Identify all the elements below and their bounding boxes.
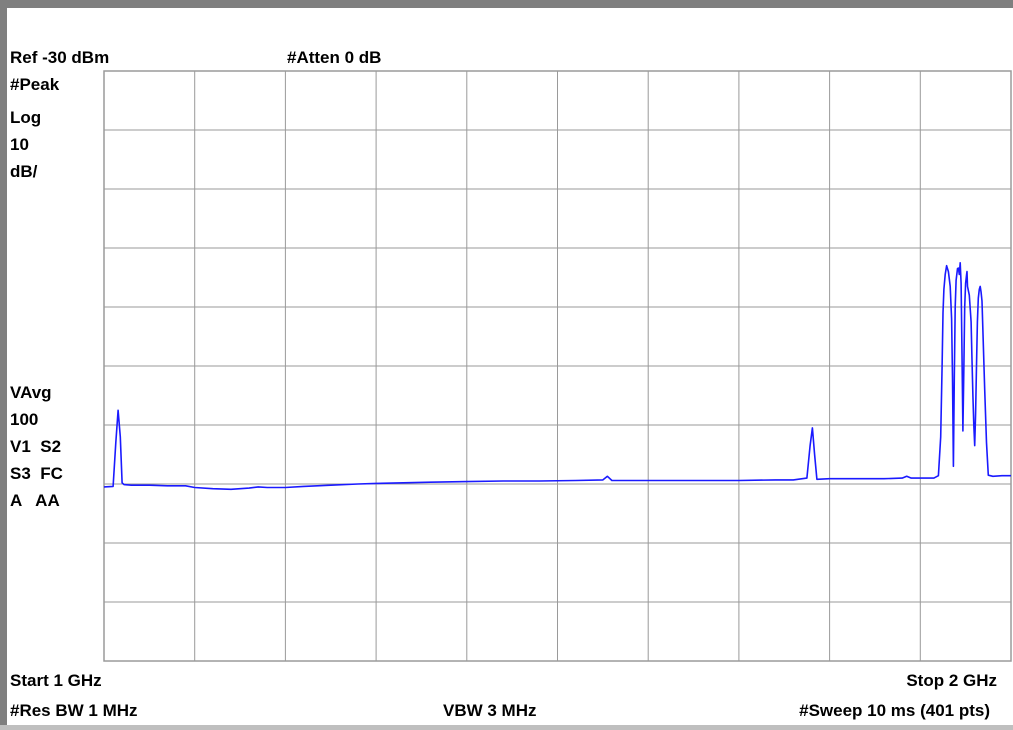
ref-level-label: Ref -30 dBm (10, 48, 110, 67)
scale-unit-label: dB/ (10, 162, 38, 181)
plot-border (103, 70, 1012, 662)
detector-label: #Peak (10, 75, 60, 94)
flags-row-1: V1 S2 (10, 437, 62, 456)
avg-label: VAvg (10, 383, 52, 402)
avg-count-label: 100 (10, 410, 39, 429)
trace-layer (103, 261, 1011, 491)
rbw-label: #Res BW 1 MHz (10, 701, 138, 720)
window-frame-left (0, 0, 7, 730)
window-frame-bottom (0, 725, 1013, 730)
scale-value-label: 10 (10, 135, 29, 154)
stop-frequency-label: Stop 2 GHz (906, 671, 997, 690)
vbw-label: VBW 3 MHz (443, 701, 537, 720)
attenuation-label: #Atten 0 dB (287, 48, 382, 67)
plot-grid (103, 70, 1012, 662)
spectrum-trace-line (103, 261, 1011, 491)
flags-row-2: S3 FC (10, 464, 63, 483)
window-frame-top (0, 0, 1013, 8)
scale-type-label: Log (10, 108, 42, 127)
sweep-label: #Sweep 10 ms (401 pts) (799, 701, 990, 720)
start-frequency-label: Start 1 GHz (10, 671, 102, 690)
flags-row-3: A AA (10, 491, 60, 510)
